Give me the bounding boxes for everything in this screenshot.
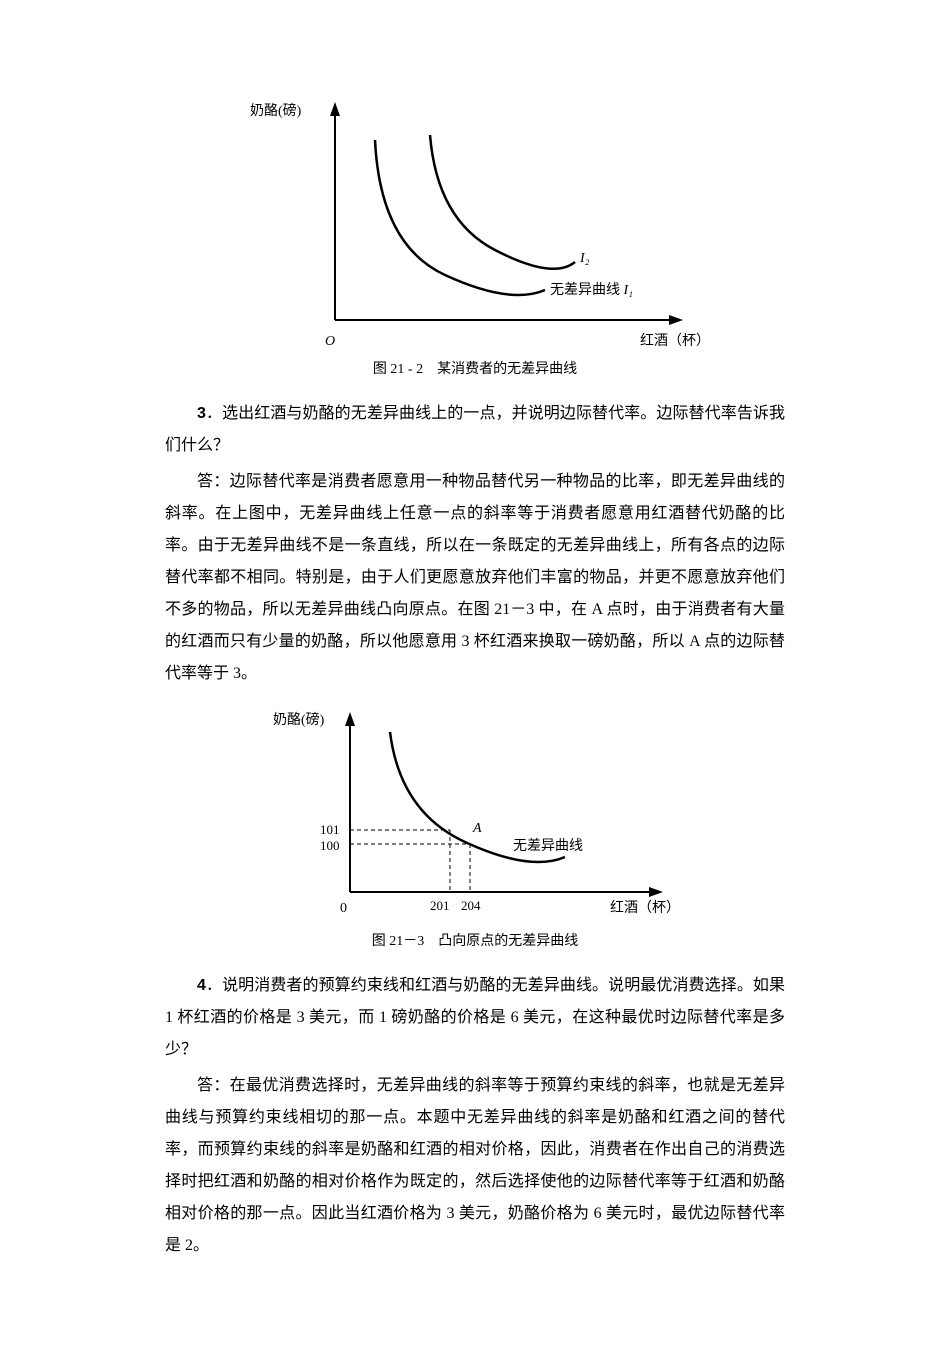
chart-2-caption: 图 21－3 凸向原点的无差异曲线: [165, 930, 785, 950]
curve-i2-label: I₂: [579, 251, 590, 266]
chart-2-container: 奶酪(磅) 红酒（杯） 0 A 无差异曲线 101 100 201 204: [165, 702, 785, 922]
chart-1-container: 奶酪(磅) 红酒（杯） O I₂ 无差异曲线 I₁: [165, 90, 785, 350]
x-tick-201: 201: [430, 898, 450, 913]
curve-i1-label-prefix: 无差异曲线 I₁: [550, 282, 633, 298]
x-axis-label: 红酒（杯）: [640, 333, 705, 349]
answer-3: 答：边际替代率是消费者愿意用一种物品替代另一种物品的比率，即无差异曲线的斜率。在…: [165, 466, 785, 690]
question-4-text: ．说明消费者的预算约束线和红酒与奶酪的无差异曲线。说明最优消费选择。如果 1 杯…: [165, 977, 785, 1058]
origin-label: O: [325, 334, 335, 349]
x-tick-204: 204: [461, 898, 481, 913]
answer-4: 答：在最优消费选择时，无差异曲线的斜率等于预算约束线的斜率，也就是无差异曲线与预…: [165, 1070, 785, 1262]
x-axis-label-2: 红酒（杯）: [610, 900, 680, 916]
origin-label-2: 0: [340, 901, 347, 916]
question-4: 4．说明消费者的预算约束线和红酒与奶酪的无差异曲线。说明最优消费选择。如果 1 …: [165, 970, 785, 1066]
y-axis-label: 奶酪(磅): [250, 102, 302, 119]
question-3: 3．选出红酒与奶酪的无差异曲线上的一点，并说明边际替代率。边际替代率告诉我们什么…: [165, 398, 785, 462]
y-tick-100: 100: [320, 838, 340, 853]
chart-1: 奶酪(磅) 红酒（杯） O I₂ 无差异曲线 I₁: [245, 90, 705, 350]
y-axis-label-2: 奶酪(磅): [273, 711, 325, 728]
curve-label-2: 无差异曲线: [513, 838, 583, 854]
question-3-number: 3: [197, 405, 206, 422]
y-tick-101: 101: [320, 822, 340, 837]
point-a-label: A: [472, 821, 482, 836]
question-4-number: 4: [197, 977, 206, 994]
chart-1-caption: 图 21 - 2 某消费者的无差异曲线: [165, 358, 785, 378]
chart-2: 奶酪(磅) 红酒（杯） 0 A 无差异曲线 101 100 201 204: [255, 702, 695, 922]
question-3-text: ．选出红酒与奶酪的无差异曲线上的一点，并说明边际替代率。边际替代率告诉我们什么？: [165, 405, 785, 454]
